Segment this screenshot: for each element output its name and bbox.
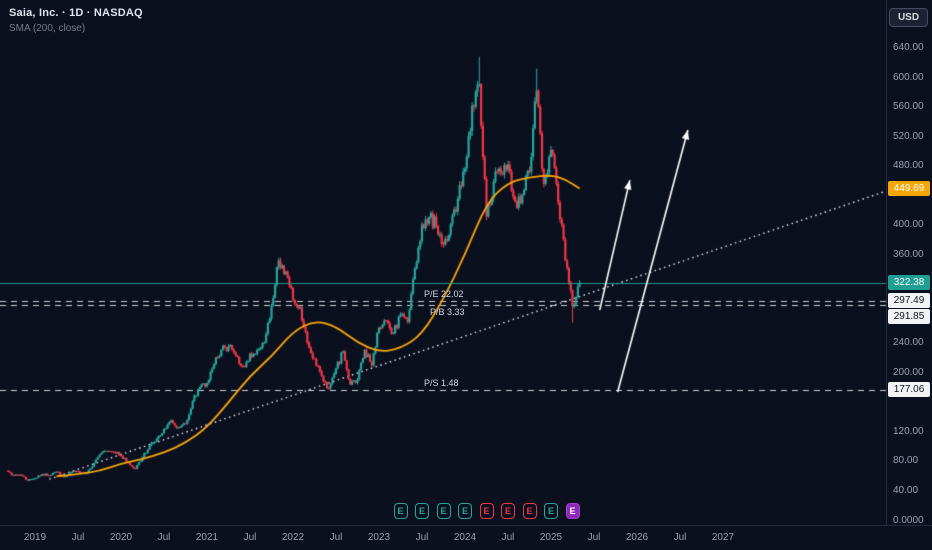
time-axis-label: 2020: [109, 532, 133, 543]
price-label-sma: 449.69: [888, 181, 930, 196]
price-label-level: 177.06: [888, 382, 930, 398]
price-axis-tick: 80.00: [893, 455, 919, 467]
price-axis-tick: 120.00: [893, 425, 924, 437]
time-axis-label: 2023: [367, 532, 391, 543]
price-axis-tick: 640.00: [893, 42, 924, 53]
time-axis-label: 2027: [711, 532, 735, 543]
earnings-marker-beat[interactable]: E: [415, 503, 429, 519]
earnings-marker-beat[interactable]: E: [393, 503, 408, 519]
price-axis-tick: 400.00: [893, 219, 924, 231]
price-axis-tick: 560.00: [893, 101, 924, 113]
price-axis[interactable]: 640.00 600.00 560.00 520.00 480.00 400.00 360.…: [886, 0, 932, 526]
price-axis-tick: 200.00: [893, 366, 924, 378]
price-axis-tick: 360.00: [893, 248, 924, 260]
currency-toggle-button[interactable]: USD: [889, 8, 928, 27]
sma-indicator-label[interactable]: SMA (200, close): [9, 23, 86, 34]
time-axis-label: Jul: [501, 532, 515, 543]
earnings-marker-beat[interactable]: E: [458, 503, 472, 519]
time-axis-label: 2024: [453, 532, 477, 543]
time-axis-label: 2025: [539, 532, 563, 543]
time-axis-label: 2021: [195, 532, 219, 543]
price-label-level: 297.49: [888, 293, 930, 309]
price-axis-tick: 480.00: [893, 160, 924, 172]
price-axis-tick: 240.00: [893, 337, 924, 349]
time-axis-label: Jul: [157, 532, 171, 543]
time-axis-label: 2019: [23, 532, 47, 543]
earnings-marker-miss[interactable]: E: [501, 503, 515, 519]
price-label-last: 322.38: [888, 275, 930, 290]
price-label-level: 291.85: [888, 309, 930, 325]
price-axis-tick: 40.00: [893, 484, 919, 496]
time-axis-label: Jul: [415, 532, 429, 543]
earnings-marker-miss[interactable]: E: [479, 503, 494, 519]
time-axis-label: 2026: [625, 532, 649, 543]
earnings-marker-upcoming[interactable]: E: [565, 503, 580, 519]
earnings-marker-beat[interactable]: E: [436, 503, 451, 519]
time-axis-label: Jul: [243, 532, 257, 543]
chart-legend: Saia, Inc. · 1D · NASDAQ SMA (200, close…: [9, 7, 143, 34]
time-axis-label: Jul: [329, 532, 343, 543]
price-axis-tick: 600.00: [893, 71, 924, 83]
time-axis-label: Jul: [673, 532, 687, 543]
time-axis-label: Jul: [71, 532, 85, 543]
earnings-marker-miss[interactable]: E: [522, 503, 537, 519]
price-axis-zero-tick: 0.0000: [893, 514, 924, 526]
time-axis-label: 2022: [281, 532, 305, 543]
symbol-title[interactable]: Saia, Inc. · 1D · NASDAQ: [9, 7, 143, 19]
time-axis-label: Jul: [587, 532, 601, 543]
time-axis[interactable]: 2019 Jul 2020 Jul 2021 Jul 2022 Jul 2023 Jul 2024 J…: [0, 525, 932, 550]
earnings-marker-beat[interactable]: E: [544, 503, 558, 519]
price-axis-tick: 520.00: [893, 130, 924, 142]
